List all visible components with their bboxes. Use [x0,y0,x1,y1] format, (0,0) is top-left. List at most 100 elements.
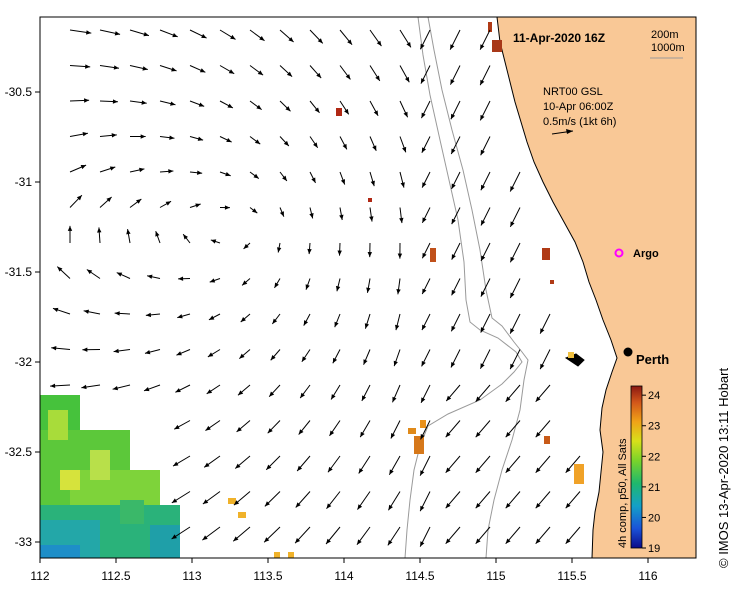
current-vector-head [360,431,365,438]
current-vector-head [510,363,515,370]
current-vector-head [140,134,146,139]
current-vector-head [114,31,121,36]
sst-colorbar: 24 23 22 21 20 19 4h comp, p50, All Sats [617,385,660,555]
x-tick-label: 115 [486,569,505,583]
current-vector-head [565,502,571,509]
current-vector-head [230,34,236,40]
x-tick-label: 114.5 [405,569,434,583]
x-tick-label: 115.5 [557,569,586,583]
current-vector-head [450,362,456,368]
current-vector-head [303,320,309,326]
colorbar-ticks: 24 23 22 21 20 19 [642,390,660,555]
current-vector-head [357,504,363,510]
current-vector-head [422,252,427,259]
current-vector-head [421,112,426,119]
current-vector-head [406,42,411,48]
current-vector-head [80,165,87,170]
current-vector-head [173,461,179,467]
current-vector-head [283,140,289,146]
current-vector-head [390,433,396,439]
current-vector-head [540,363,545,370]
y-axis: -30.5 -31 -31.5 -32 -32.5 -33 [5,85,40,549]
current-vector-head [288,37,294,43]
current-vector-head [370,180,375,187]
current-vector-head [171,534,177,539]
current-vector-head [264,501,270,507]
current-vector-head [84,98,90,103]
current-vector-head [397,253,403,259]
current-vector-head [282,175,287,181]
current-vector-head [373,110,379,116]
current-vector-head [326,538,331,545]
current-vector-head [535,467,541,473]
colorbar-tick-label: 24 [648,390,660,402]
current-vector-head [420,470,425,476]
current-vector-head [510,186,515,192]
current-vector-head [109,166,116,171]
current-vector-head [297,465,303,471]
current-vector-head [81,384,87,390]
current-vector-head [480,363,485,369]
current-vector-head [264,537,270,543]
current-vector-head [505,396,511,402]
current-vector-head [420,505,425,512]
current-vector-head [295,538,301,544]
current-vector-head [445,502,451,509]
y-tick-label: -30.5 [5,85,33,99]
current-vector-head [510,221,515,227]
current-vector-head [311,177,316,183]
current-vector-head [266,464,272,470]
current-vector-head [177,314,183,319]
current-vector-head [358,468,364,474]
colorbar-ramp [630,385,643,549]
perth-marker[interactable] [623,347,633,357]
current-vector-head [342,143,347,150]
current-vector-head [480,291,486,297]
current-vector-head [451,289,456,296]
current-vector-head [402,146,407,153]
current-vector-head [363,359,368,365]
current-vector-head [82,131,88,137]
product-time-label: 10-Apr 06:00Z [543,101,614,113]
x-tick-label: 112.5 [101,569,130,583]
current-vector-head [274,282,279,288]
sst-pixels [228,22,584,558]
current-vector-head [269,391,275,397]
current-vector-head [535,502,541,509]
current-vector-head [505,431,511,438]
current-vector-head [505,467,511,473]
current-vector-head [540,328,545,334]
current-vector-head [67,225,73,231]
current-vector-head [253,173,259,179]
current-vector-head [97,227,102,233]
current-vector-head [400,182,405,188]
current-vector-head [475,502,481,509]
current-vector-head [344,108,349,115]
current-vector-head [52,307,59,312]
x-tick-label: 113 [182,569,201,583]
current-vector-head [340,179,346,185]
current-vector-head [240,317,246,322]
current-vector-head [339,214,344,220]
current-vector-head [331,394,336,400]
current-vector-head [142,66,148,71]
current-vector-head [144,350,151,355]
current-vector-head [367,252,373,258]
current-vector-head [421,147,427,153]
current-vector-head [329,430,335,436]
current-vector-head [228,69,235,74]
credit-label: © IMOS 13-Apr-2020 13:11 Hobart [716,367,731,568]
current-vector-head [420,433,425,440]
argo-float-marker[interactable] [614,248,624,258]
current-vector-head [389,469,394,475]
current-vector-head [235,463,241,469]
current-vector-head [475,431,481,438]
isobath-200m [427,17,529,558]
current-vector-head [475,538,481,544]
current-vector-head [366,287,371,293]
y-tick-label: -33 [15,535,33,549]
current-vector-head [50,383,56,388]
colorbar-label: 4h comp, p50, All Sats [617,438,629,548]
isobath-1000m [404,17,523,558]
